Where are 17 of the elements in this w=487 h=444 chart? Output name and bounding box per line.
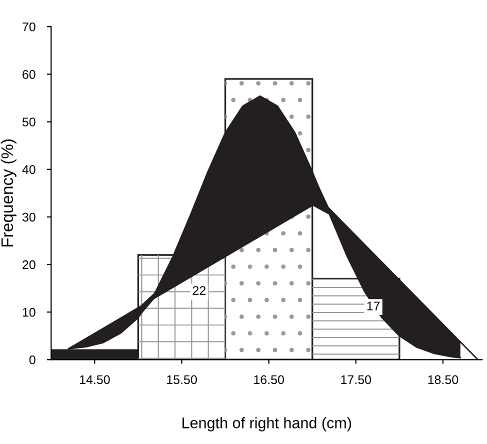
- x-axis-title: Length of right hand (cm): [182, 417, 352, 432]
- x-tick-label: 18.50: [428, 375, 458, 384]
- y-tick-label: 50: [22, 118, 36, 126]
- y-axis-title: Frequency (%): [0, 140, 16, 246]
- y-tick-label: 0: [29, 355, 36, 364]
- y-tick-label: 40: [22, 165, 36, 174]
- x-tick-label: 17.50: [341, 375, 372, 384]
- data-label: 17: [367, 302, 380, 310]
- y-tick-label: 10: [22, 308, 36, 317]
- x-tick-label: 15.50: [167, 375, 197, 384]
- x-tick-label: 16.50: [254, 375, 284, 384]
- y-tick-label: 30: [22, 212, 36, 222]
- y-tick-label: 60: [22, 70, 36, 79]
- y-tick-label: 70: [22, 22, 36, 32]
- x-tick-label: 14.50: [80, 375, 110, 384]
- data-label: 22: [192, 286, 206, 295]
- y-tick-label: 20: [22, 260, 36, 270]
